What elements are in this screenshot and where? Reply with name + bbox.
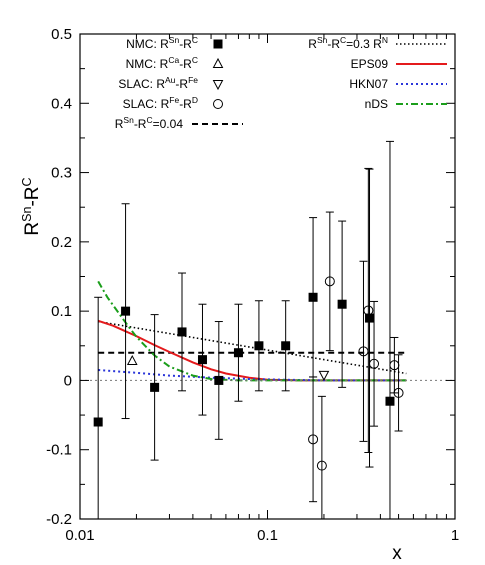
data-point — [393, 387, 404, 398]
legend-label: nDS — [365, 97, 388, 111]
legend-label: SLAC: RAu-RFe — [118, 75, 198, 91]
y-tick-label: 0.5 — [51, 26, 72, 43]
data-point — [385, 396, 395, 406]
data-point — [308, 292, 318, 302]
legend-marker — [213, 39, 223, 49]
x-tick-label: 0.1 — [257, 527, 278, 544]
legend-label: RSn-RC=0.04 — [115, 115, 184, 131]
legend-marker — [212, 80, 224, 91]
y-tick-label: -0.1 — [46, 442, 72, 459]
data-point — [281, 341, 291, 351]
data-point — [214, 375, 224, 385]
data-point — [337, 299, 347, 309]
x-tick-label: 1 — [451, 527, 459, 544]
legend-label: NMC: RSn-RC — [126, 35, 198, 51]
curve-dotted-black — [98, 320, 407, 375]
series-open-circle — [308, 167, 404, 519]
series-filled-square — [93, 140, 395, 519]
curve-solid-red — [97, 319, 407, 382]
data-points-layer — [93, 140, 404, 519]
x-axis-title: x — [392, 543, 402, 564]
data-point — [316, 460, 327, 471]
data-point — [324, 276, 335, 287]
data-point — [254, 341, 264, 351]
y-tick-label: 0.3 — [51, 165, 72, 182]
tick-marks — [79, 33, 456, 520]
data-point — [318, 370, 330, 381]
data-point — [121, 306, 131, 316]
y-axis-title: RSn-RC — [20, 177, 43, 235]
legend-label: HKN07 — [349, 77, 388, 91]
legend-label: RSn-RC=0.3 RN — [308, 35, 388, 51]
curve-dash-dot-green — [97, 280, 407, 382]
data-point — [233, 348, 243, 358]
data-point — [126, 354, 138, 366]
legend-marker — [213, 99, 223, 109]
series-open-triangle-down — [318, 370, 330, 381]
data-point — [365, 313, 375, 323]
y-tick-label: 0.4 — [51, 95, 72, 112]
data-point — [197, 355, 207, 365]
legend-right: RSn-RC=0.3 RN EPS09 HKN07 nDS — [308, 35, 447, 111]
data-point — [363, 305, 374, 316]
data-point — [308, 434, 319, 445]
tick-labels: -0.2 -0.1 0 0.1 0.2 0.3 0.4 0.5 0.01 0.1 1 — [46, 26, 459, 544]
y-tick-label: 0.1 — [51, 303, 72, 320]
axis-titles: x RSn-RC — [20, 177, 402, 564]
y-tick-label: -0.2 — [46, 511, 72, 528]
series-open-triangle-up — [126, 354, 138, 366]
legend-label: EPS09 — [351, 57, 389, 71]
data-point — [93, 417, 103, 427]
y-tick-label: 0.2 — [51, 234, 72, 251]
legend-marker — [212, 57, 224, 68]
legend-label: NMC: RCa-RC — [126, 55, 198, 71]
legend-left: NMC: RSn-RC NMC: RCa-RC SLAC: RAu-RFe SLAC:… — [115, 35, 243, 131]
x-tick-label: 0.01 — [65, 527, 94, 544]
data-point — [369, 358, 380, 369]
legend-label: SLAC: RFe-RD — [123, 95, 198, 111]
curves-layer — [97, 280, 407, 382]
data-point — [150, 382, 160, 392]
data-point — [177, 327, 187, 337]
y-tick-label: 0 — [64, 372, 72, 389]
